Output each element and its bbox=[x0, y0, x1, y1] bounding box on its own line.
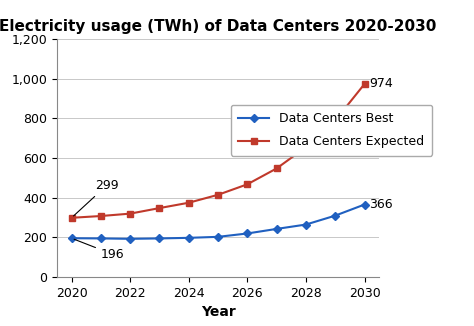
Line: Data Centers Best: Data Centers Best bbox=[69, 202, 367, 242]
Data Centers Expected bbox=[69, 216, 74, 220]
Data Centers Best bbox=[98, 236, 104, 240]
Data Centers Best bbox=[362, 202, 367, 206]
Data Centers Expected bbox=[274, 167, 280, 170]
Title: Electricity usage (TWh) of Data Centers 2020-2030: Electricity usage (TWh) of Data Centers … bbox=[0, 19, 437, 34]
Data Centers Expected bbox=[98, 214, 104, 218]
Data Centers Expected bbox=[303, 145, 309, 149]
Text: 299: 299 bbox=[73, 179, 118, 216]
Text: 366: 366 bbox=[369, 198, 392, 211]
Text: 196: 196 bbox=[74, 239, 125, 261]
Data Centers Expected bbox=[128, 212, 133, 215]
Data Centers Expected bbox=[156, 206, 162, 210]
Data Centers Best bbox=[128, 237, 133, 241]
Legend: Data Centers Best, Data Centers Expected: Data Centers Best, Data Centers Expected bbox=[231, 105, 432, 156]
Data Centers Best bbox=[245, 231, 250, 235]
Data Centers Best bbox=[186, 236, 191, 240]
Line: Data Centers Expected: Data Centers Expected bbox=[69, 81, 367, 221]
Data Centers Best bbox=[303, 223, 309, 227]
Data Centers Expected bbox=[215, 193, 221, 197]
Data Centers Best bbox=[274, 227, 280, 231]
Data Centers Expected bbox=[332, 118, 338, 122]
Data Centers Expected bbox=[245, 182, 250, 186]
Data Centers Best bbox=[156, 236, 162, 240]
Data Centers Best bbox=[69, 236, 74, 240]
Text: 974: 974 bbox=[369, 78, 392, 90]
X-axis label: Year: Year bbox=[201, 305, 236, 319]
Data Centers Best bbox=[332, 214, 338, 217]
Data Centers Best bbox=[215, 235, 221, 239]
Data Centers Expected bbox=[362, 82, 367, 86]
Data Centers Expected bbox=[186, 201, 191, 205]
